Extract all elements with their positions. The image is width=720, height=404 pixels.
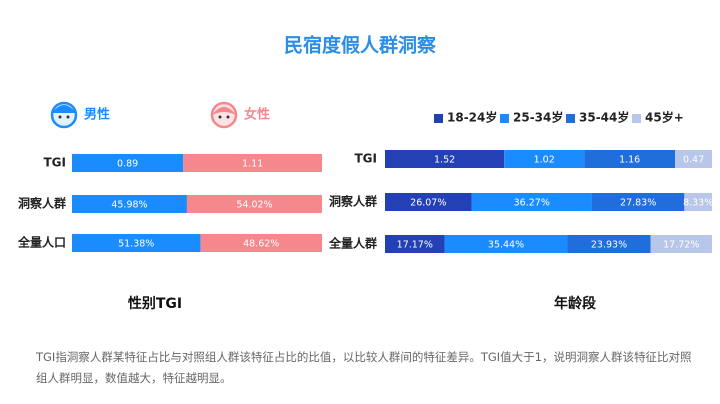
value-label: 17.17% xyxy=(397,240,433,251)
legend-icon xyxy=(226,115,230,119)
chart-title: 性别TGI xyxy=(128,295,182,312)
value-label: 48.62% xyxy=(243,239,279,250)
legend-icon xyxy=(52,105,76,113)
bar-segment xyxy=(72,154,184,172)
legend-swatch xyxy=(566,114,575,123)
row-label: 全量人群 xyxy=(328,236,377,251)
bar-segment xyxy=(385,150,505,168)
bar-segment xyxy=(186,195,322,213)
legend-label: 女性 xyxy=(244,107,270,123)
value-label: 54.02% xyxy=(236,200,272,211)
bar-segment xyxy=(385,193,472,211)
bar-segment xyxy=(385,235,445,253)
legend-swatch xyxy=(500,114,509,123)
legend-label: 35-44岁 xyxy=(579,110,629,125)
bar-segment xyxy=(675,150,712,168)
legend-label: 男性 xyxy=(84,107,110,123)
legend-icon xyxy=(212,107,236,115)
legend-icon xyxy=(58,115,62,119)
legend-icon xyxy=(218,115,222,119)
bar-segment xyxy=(584,150,676,168)
legend-label: 45岁+ xyxy=(645,110,684,125)
bar-segment xyxy=(444,235,568,253)
value-label: 1.11 xyxy=(242,159,263,170)
value-label: 0.89 xyxy=(117,159,138,170)
row-label: 洞察人群 xyxy=(329,194,377,209)
value-label: 17.72% xyxy=(663,240,699,251)
bar-segment xyxy=(504,150,585,168)
value-label: 45.98% xyxy=(111,200,147,211)
value-label: 1.16 xyxy=(619,155,640,166)
chart-title: 年龄段 xyxy=(554,295,596,312)
bar-segment xyxy=(183,154,322,172)
legend-label: 25-34岁 xyxy=(513,110,563,125)
bar-segment xyxy=(72,234,201,252)
legend-swatch xyxy=(632,114,641,123)
value-label: 1.02 xyxy=(534,155,555,166)
value-label: 35.44% xyxy=(488,240,524,251)
row-label: TGI xyxy=(44,156,67,170)
legend-icon xyxy=(66,115,70,119)
bar-segment xyxy=(72,195,187,213)
value-label: 36.27% xyxy=(514,198,550,209)
bar-segment xyxy=(684,193,712,211)
legend-swatch xyxy=(434,114,443,123)
value-label: 26.07% xyxy=(410,198,446,209)
bar-segment xyxy=(650,235,712,253)
value-label: 0.47 xyxy=(683,155,704,166)
legend-label: 18-24岁 xyxy=(447,110,497,125)
value-label: 23.93% xyxy=(591,240,627,251)
bar-segment xyxy=(200,234,322,252)
page-title: 民宿度假人群洞察 xyxy=(284,34,437,57)
legend-icon xyxy=(210,101,238,129)
bar-segment xyxy=(591,193,685,211)
row-label: 全量人口 xyxy=(17,235,66,250)
row-label: 洞察人群 xyxy=(18,196,66,211)
value-label: 1.52 xyxy=(434,155,455,166)
footnote: TGI指洞察人群某特征占比与对照组人群该特征占比的比值，以比较人群间的特征差异。… xyxy=(36,350,692,385)
value-label: 8.33% xyxy=(683,198,713,209)
row-label: TGI xyxy=(355,152,378,166)
value-label: 51.38% xyxy=(118,239,154,250)
value-label: 27.83% xyxy=(620,198,656,209)
bar-segment xyxy=(567,235,651,253)
bar-segment xyxy=(471,193,592,211)
